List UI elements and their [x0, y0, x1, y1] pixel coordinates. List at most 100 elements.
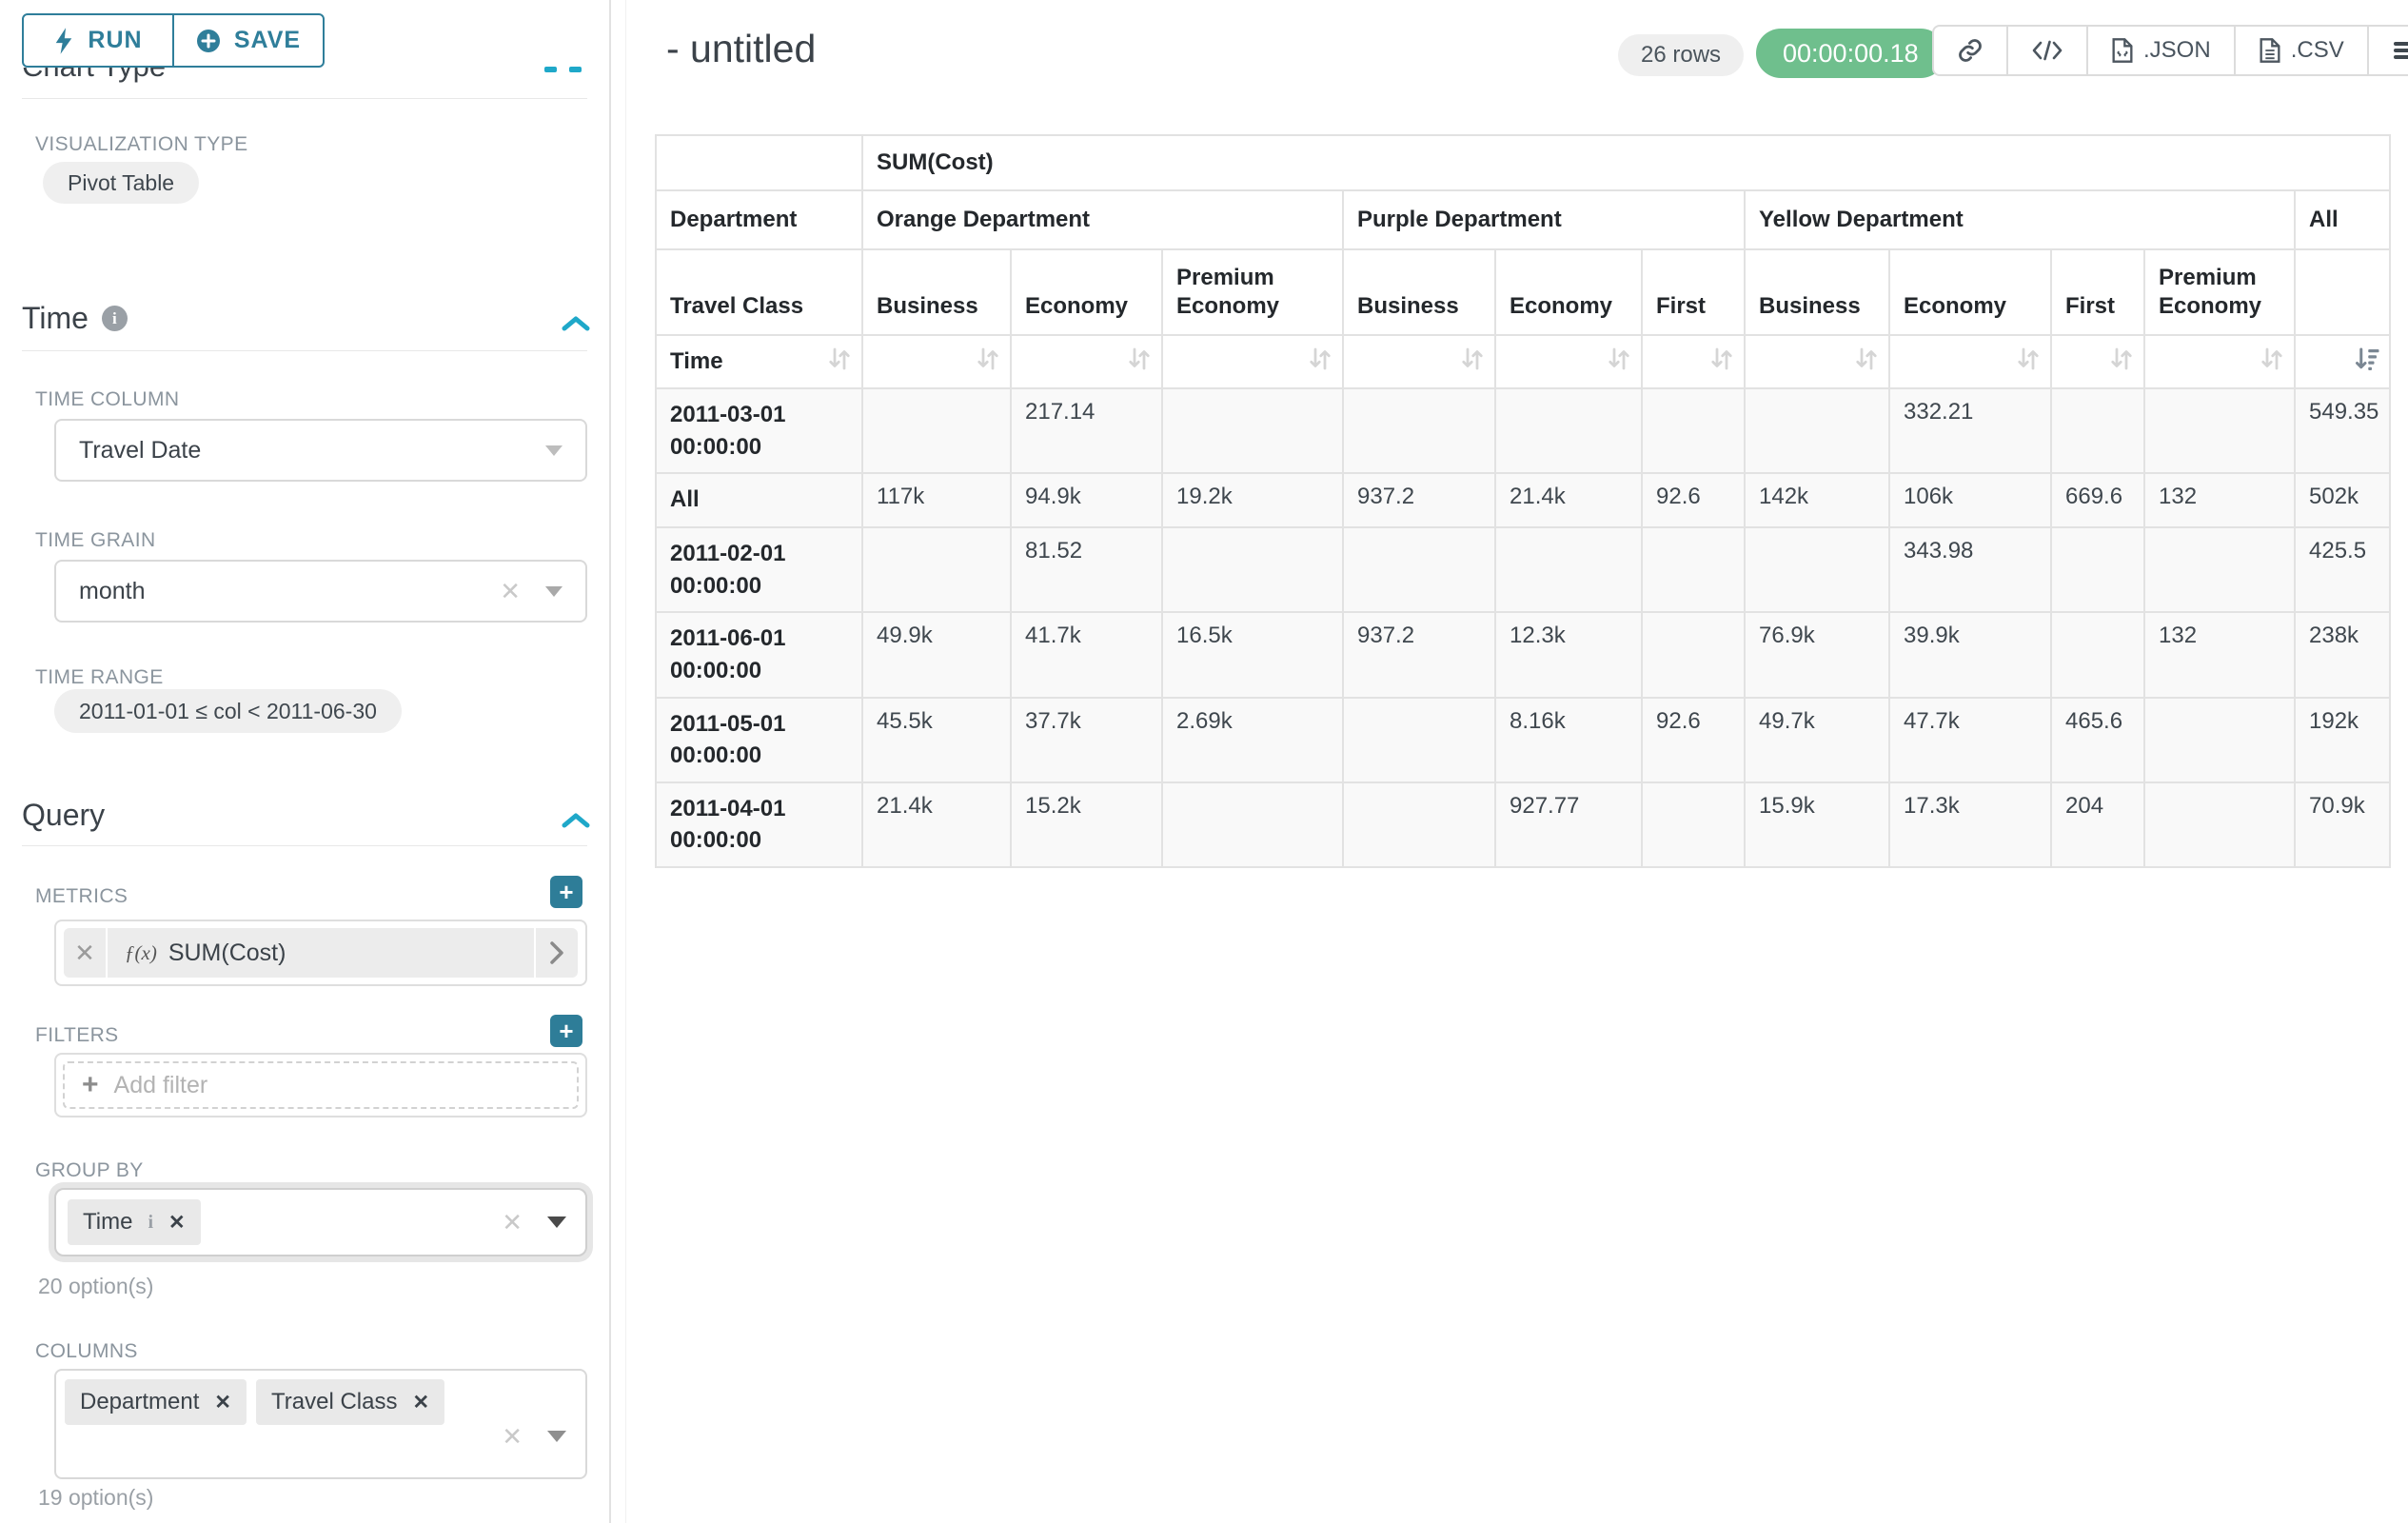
save-button[interactable]: SAVE [172, 13, 325, 68]
level2-header: Travel Class [655, 248, 863, 336]
pivot-value-cell: 425.5 [2293, 526, 2392, 614]
pivot-value-cell [2050, 611, 2145, 699]
columns-tags: Department ✕ Travel Class ✕ [65, 1379, 454, 1425]
columns-options-hint: 19 option(s) [38, 1485, 154, 1510]
sort-icon[interactable] [1125, 345, 1154, 380]
column-group-header: Orange Department [861, 189, 1344, 250]
row-label: 2011-04-01 00:00:00 [655, 781, 863, 868]
selected-option-tag[interactable]: Travel Class ✕ [256, 1379, 445, 1425]
column-leaf-header: First [2050, 248, 2145, 336]
sort-icon[interactable] [825, 345, 854, 380]
info-icon[interactable]: i [101, 306, 128, 331]
pivot-value-cell: 16.5k [1161, 611, 1344, 699]
export-json-button[interactable]: .JSON [2088, 27, 2236, 74]
export-csv-button[interactable]: .CSV [2236, 27, 2369, 74]
column-leaf-header: Premium Economy [2143, 248, 2296, 336]
remove-tag-icon[interactable]: ✕ [214, 1391, 231, 1414]
divider [22, 98, 587, 99]
chevron-down-icon[interactable] [547, 1216, 566, 1228]
remove-metric-icon[interactable]: ✕ [64, 928, 108, 978]
pivot-value-cell [1641, 386, 1746, 475]
time-column-select[interactable]: Travel Date [54, 419, 587, 482]
selected-option-tag[interactable]: Time i ✕ [68, 1199, 201, 1245]
more-options-button[interactable] [2369, 27, 2408, 74]
time-range-pill[interactable]: 2011-01-01 ≤ col < 2011-06-30 [54, 689, 402, 733]
chart-title[interactable]: - untitled [666, 27, 817, 70]
pivot-value-cell: 549.35 [2293, 386, 2392, 475]
chevron-right-icon[interactable] [534, 928, 578, 978]
table-row: 2011-06-01 00:00:00 49.9k 41.7k 16.5k 937.2 1… [655, 611, 2392, 699]
column-group-header: Yellow Department [1744, 189, 2296, 250]
column-leaf-header: First [1641, 248, 1746, 336]
selected-option-tag[interactable]: Department ✕ [65, 1379, 247, 1425]
sort-desc-icon[interactable] [2353, 345, 2381, 380]
clear-icon[interactable]: ✕ [500, 577, 521, 605]
pivot-value-cell: 204 [2050, 781, 2145, 868]
sort-icon[interactable] [974, 345, 1002, 380]
pivot-value-cell: 238k [2293, 611, 2392, 699]
remove-tag-icon[interactable]: ✕ [168, 1211, 186, 1234]
run-button[interactable]: RUN [22, 13, 174, 68]
sort-icon[interactable] [1458, 345, 1487, 380]
pivot-value-cell: 132 [2143, 472, 2296, 529]
metric-body[interactable]: ƒ(x) SUM(Cost) [108, 928, 534, 978]
export-csv-label: .CSV [2290, 37, 2344, 63]
metric-chip: ✕ ƒ(x) SUM(Cost) [64, 928, 578, 978]
menu-icon [2392, 39, 2408, 62]
pivot-value-cell: 39.9k [1888, 611, 2052, 699]
sort-icon[interactable] [1707, 345, 1736, 380]
chevron-down-icon[interactable] [545, 445, 563, 456]
query-timer-badge: 00:00:00.18 [1756, 29, 1945, 78]
column-group-header: Purple Department [1342, 189, 1746, 250]
clear-icon[interactable]: ✕ [502, 1422, 523, 1451]
pivot-value-cell: 47.7k [1888, 696, 2052, 783]
json-file-icon [2111, 37, 2134, 64]
clear-icon[interactable]: ✕ [502, 1208, 523, 1236]
pivot-value-cell [1161, 781, 1344, 868]
column-leaf-header: Business [861, 248, 1012, 336]
lightning-icon [53, 27, 74, 54]
row-label: 2011-05-01 00:00:00 [655, 696, 863, 783]
clipped-icon [569, 67, 582, 72]
pivot-value-cell [1342, 696, 1496, 783]
sort-icon[interactable] [1852, 345, 1881, 380]
add-filter-plus-button[interactable]: + [550, 1015, 582, 1047]
sort-icon[interactable] [1605, 345, 1633, 380]
columns-select[interactable]: Department ✕ Travel Class ✕ ✕ [54, 1369, 587, 1479]
chevron-down-icon[interactable] [547, 1431, 566, 1442]
query-section-heading: Query [22, 798, 105, 833]
add-metric-button[interactable]: + [550, 876, 582, 908]
info-icon[interactable]: i [148, 1211, 154, 1233]
sort-icon[interactable] [2014, 345, 2043, 380]
pivot-value-cell [1342, 781, 1496, 868]
pivot-value-cell: 17.3k [1888, 781, 2052, 868]
pivot-value-cell [861, 386, 1012, 475]
add-filter-button[interactable]: + Add filter [63, 1061, 579, 1109]
pivot-value-cell: 927.77 [1494, 781, 1643, 868]
run-button-label: RUN [88, 27, 143, 53]
sort-icon[interactable] [1306, 345, 1334, 380]
export-toolbar: .JSON .CSV [1932, 25, 2408, 76]
chevron-down-icon[interactable] [545, 585, 563, 597]
time-grain-select[interactable]: month ✕ [54, 560, 587, 623]
share-link-button[interactable] [1934, 27, 2008, 74]
pivot-value-cell: 502k [2293, 472, 2392, 529]
view-query-button[interactable] [2008, 27, 2088, 74]
pivot-value-cell: 45.5k [861, 696, 1012, 783]
sort-row-label: Time [670, 348, 723, 374]
embed-code-icon [2031, 38, 2063, 63]
remove-tag-icon[interactable]: ✕ [412, 1391, 430, 1414]
collapse-chevron-icon[interactable] [562, 314, 590, 333]
sort-icon[interactable] [2258, 345, 2286, 380]
visualization-type-pill[interactable]: Pivot Table [43, 162, 200, 204]
divider [22, 350, 587, 351]
group-by-select[interactable]: Time i ✕ ✕ [54, 1188, 587, 1256]
collapse-chevron-icon[interactable] [562, 811, 590, 830]
pivot-value-cell: 192k [2293, 696, 2392, 783]
pivot-value-cell [1342, 526, 1496, 614]
pivot-value-cell: 937.2 [1342, 611, 1496, 699]
sort-icon[interactable] [2107, 345, 2136, 380]
group-by-label: GROUP BY [35, 1159, 144, 1181]
pivot-value-cell: 92.6 [1641, 696, 1746, 783]
column-leaf-header: Business [1744, 248, 1890, 336]
